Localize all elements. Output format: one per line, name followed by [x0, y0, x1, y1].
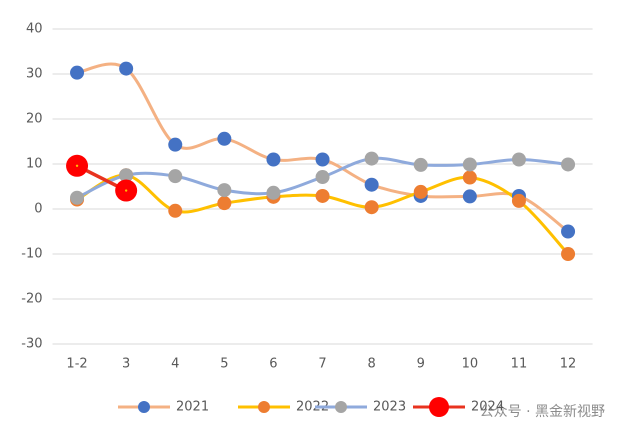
marker [462, 189, 477, 204]
x-tick-label: 8 [368, 357, 376, 372]
y-tick-label: -20 [21, 292, 42, 307]
x-tick-label: 1-2 [66, 357, 87, 372]
y-tick-label: -30 [21, 337, 42, 352]
marker [364, 200, 379, 215]
marker [266, 185, 281, 200]
marker [561, 247, 576, 261]
marker [561, 224, 576, 239]
marker [168, 137, 183, 152]
marker [315, 152, 330, 167]
marker-center [75, 164, 79, 167]
x-tick-label: 3 [122, 357, 130, 372]
y-tick-label: 40 [26, 22, 43, 37]
y-tick-label: 0 [34, 202, 42, 217]
x-tick-label: 5 [220, 357, 228, 372]
x-tick-label: 11 [511, 357, 528, 372]
x-tick-label: 10 [462, 357, 479, 372]
legend-label: 2022 [296, 400, 329, 415]
marker [168, 203, 183, 218]
legend-marker [138, 401, 150, 413]
marker [462, 170, 477, 185]
legend-marker [258, 401, 270, 413]
y-tick-label: 30 [26, 67, 43, 82]
x-tick-label: 6 [269, 357, 277, 372]
y-tick-label: 20 [26, 112, 43, 127]
watermark: 公众号 · 黑金新视野 [480, 404, 605, 420]
marker [217, 183, 232, 198]
x-tick-label: 7 [318, 357, 326, 372]
marker [364, 151, 379, 166]
marker [70, 190, 85, 205]
marker [511, 152, 526, 167]
x-tick-label: 12 [560, 357, 577, 372]
legend-marker [429, 397, 449, 417]
marker [315, 170, 330, 185]
marker [217, 196, 232, 211]
legend-label: 2021 [176, 400, 209, 415]
y-tick-label: -10 [21, 247, 42, 262]
marker [119, 168, 134, 183]
series-line [76, 173, 570, 256]
x-tick-label: 4 [171, 357, 179, 372]
marker [413, 184, 428, 199]
marker-center [124, 189, 128, 192]
y-tick-label: 10 [26, 157, 43, 172]
marker [561, 157, 576, 172]
marker [119, 61, 134, 76]
marker [70, 65, 85, 80]
marker [413, 157, 428, 172]
marker [266, 152, 281, 167]
legend-label: 2024 [471, 400, 504, 415]
marker [217, 131, 232, 146]
x-tick-label: 9 [417, 357, 425, 372]
marker [511, 193, 526, 208]
marker [462, 157, 477, 172]
marker [364, 177, 379, 192]
series-line [76, 62, 569, 233]
legend-label: 2023 [373, 400, 406, 415]
marker [168, 169, 183, 184]
legend-marker [335, 401, 347, 413]
marker [315, 188, 330, 203]
